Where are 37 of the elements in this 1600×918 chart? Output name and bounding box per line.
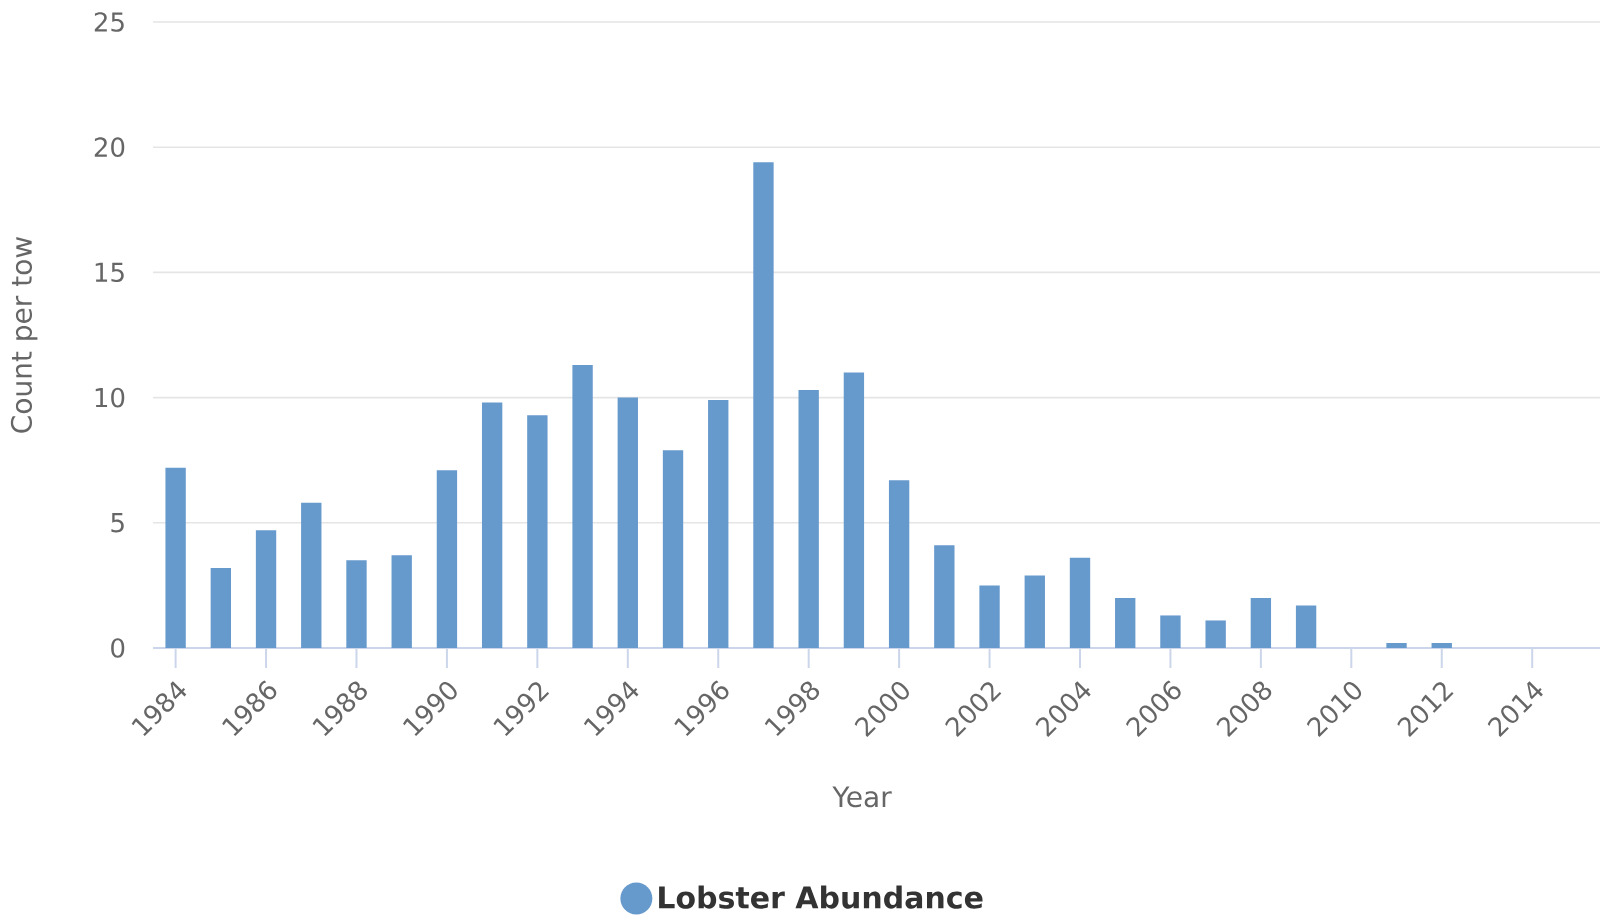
bar [165, 467, 186, 648]
bar [1115, 597, 1136, 648]
y-tick-label: 20 [94, 137, 125, 158]
bar [481, 402, 503, 648]
bar [888, 480, 910, 648]
y-tick-label: 25 [94, 12, 124, 32]
bar [1024, 575, 1045, 648]
bar [210, 567, 231, 648]
bar [798, 390, 819, 648]
y-tick-label: 15 [95, 262, 124, 283]
bar [1431, 642, 1452, 648]
bar [1160, 615, 1181, 648]
x-axis-title: Year [832, 786, 892, 808]
bar [436, 470, 458, 648]
bar [346, 560, 367, 648]
bar [527, 415, 548, 648]
bar [753, 162, 774, 648]
y-tick-label: 5 [111, 513, 124, 533]
bar [1205, 620, 1226, 648]
bar [934, 545, 955, 648]
bar [662, 450, 684, 648]
bar [1069, 557, 1091, 648]
bar [301, 502, 322, 648]
bar [391, 555, 412, 648]
bar [1295, 605, 1317, 648]
bar [979, 585, 1000, 648]
y-tick-label: 0 [111, 638, 125, 658]
bar [572, 365, 593, 648]
bar [1386, 642, 1407, 648]
bar [1250, 597, 1272, 648]
y-axis-title: Count per tow [10, 236, 38, 433]
bar [708, 400, 729, 648]
y-tick-label: 10 [95, 387, 125, 408]
bar [255, 530, 277, 648]
legend-label: Lobster Abundance [659, 885, 983, 909]
bar [843, 372, 865, 648]
bar [617, 397, 638, 648]
